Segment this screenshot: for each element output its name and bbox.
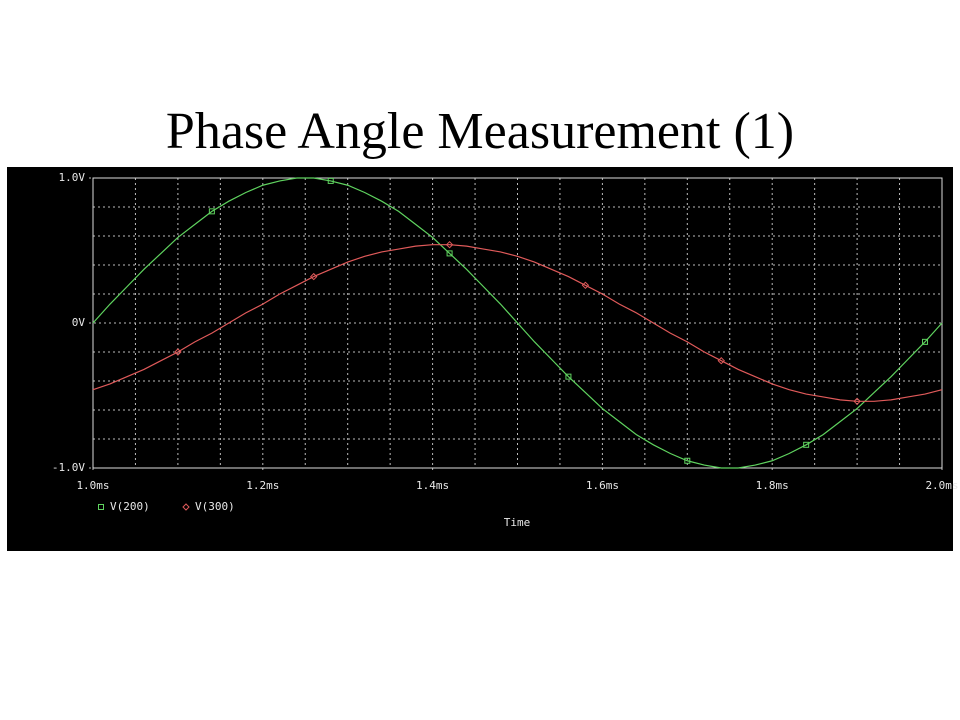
x-tick-label: 1.6ms (586, 479, 619, 492)
x-tick-label: 2.0ms (925, 479, 958, 492)
point-marker (208, 208, 215, 215)
point-marker (565, 373, 572, 380)
point-marker (445, 240, 454, 249)
y-tick-label: 1.0V (59, 171, 86, 184)
x-axis-label: Time (504, 516, 531, 529)
point-marker (922, 338, 929, 345)
point-marker (327, 177, 334, 184)
series-line (92, 244, 943, 402)
point-marker (803, 441, 810, 448)
point-marker (446, 250, 453, 257)
point-marker (717, 356, 725, 365)
point-marker (853, 397, 861, 406)
point-marker (174, 348, 182, 356)
legend-label: V(300) (195, 500, 235, 513)
slide-title: Phase Angle Measurement (1) (166, 103, 794, 160)
y-tick-label: 0V (72, 316, 86, 329)
legend-marker (182, 503, 190, 511)
x-tick-label: 1.0ms (76, 479, 109, 492)
x-tick-label: 1.4ms (416, 479, 449, 492)
point-marker (310, 272, 318, 281)
legend-label: V(200) (110, 500, 150, 513)
legend-marker (98, 504, 104, 510)
x-tick-label: 1.8ms (756, 479, 789, 492)
point-marker (684, 457, 691, 464)
plot-background (7, 167, 953, 551)
x-tick-label: 1.2ms (246, 479, 279, 492)
series-line (92, 177, 943, 469)
point-marker (581, 281, 590, 290)
y-tick-label: -1.0V (52, 461, 85, 474)
